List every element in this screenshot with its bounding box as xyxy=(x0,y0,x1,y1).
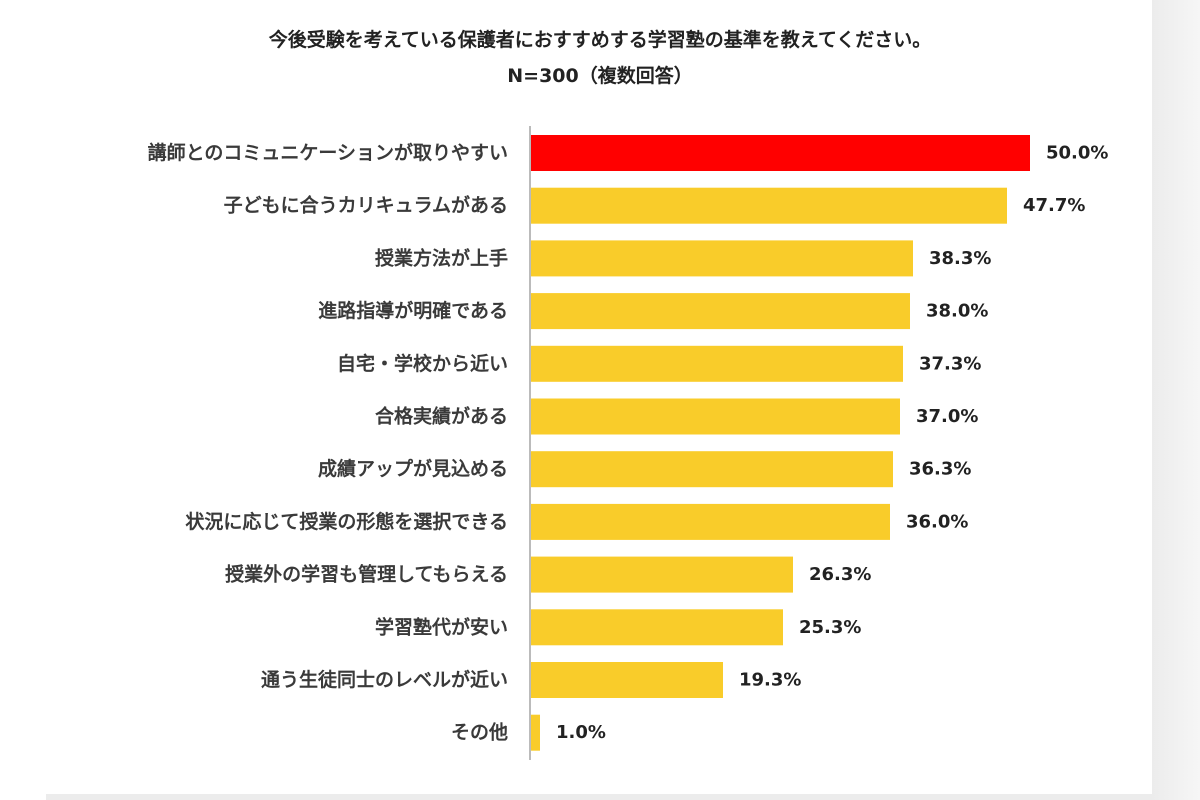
page-side-strip xyxy=(1152,0,1200,800)
chart-subtitle: N=300（複数回答） xyxy=(507,65,693,87)
page-bottom-strip xyxy=(46,794,1152,800)
chart-title: 今後受験を考えている保護者におすすめする学習塾の基準を教えてください。 xyxy=(268,29,932,51)
value-label-10: 19.3% xyxy=(739,670,801,691)
category-label-2: 授業方法が上手 xyxy=(375,246,508,269)
bar-11 xyxy=(530,714,540,751)
category-label-7: 状況に応じて授業の形態を選択できる xyxy=(185,510,508,533)
category-label-5: 合格実績がある xyxy=(375,405,508,428)
value-label-5: 37.0% xyxy=(916,406,978,427)
bar-5 xyxy=(530,398,900,435)
category-label-9: 学習塾代が安い xyxy=(375,615,508,638)
bar-10 xyxy=(530,662,723,698)
bar-0 xyxy=(530,135,1030,171)
bar-6 xyxy=(530,451,893,488)
category-label-0: 講師とのコミュニケーションが取りやすい xyxy=(148,141,508,164)
value-label-6: 36.3% xyxy=(909,459,971,480)
category-label-11: その他 xyxy=(451,721,508,744)
bar-9 xyxy=(530,609,783,646)
value-label-0: 50.0% xyxy=(1046,143,1108,164)
value-label-3: 38.0% xyxy=(926,301,988,322)
bar-3 xyxy=(530,293,910,330)
value-label-8: 26.3% xyxy=(809,564,871,585)
bar-7 xyxy=(530,503,890,540)
value-label-7: 36.0% xyxy=(906,511,968,532)
value-label-2: 38.3% xyxy=(929,248,991,269)
category-label-4: 自宅・学校から近い xyxy=(337,352,508,375)
bar-4 xyxy=(530,345,903,382)
category-label-8: 授業外の学習も管理してもらえる xyxy=(225,563,508,586)
bar-8 xyxy=(530,556,793,593)
bar-2 xyxy=(530,240,913,277)
value-label-11: 1.0% xyxy=(556,722,606,743)
category-label-6: 成績アップが見込める xyxy=(318,457,508,480)
category-label-1: 子どもに合うカリキュラムがある xyxy=(224,194,508,217)
value-label-4: 37.3% xyxy=(919,353,981,374)
value-label-9: 25.3% xyxy=(799,617,861,638)
category-label-3: 進路指導が明確である xyxy=(318,299,508,322)
bar-1 xyxy=(530,187,1007,224)
value-label-1: 47.7% xyxy=(1023,195,1085,216)
category-label-10: 通う生徒同士のレベルが近い xyxy=(261,668,508,691)
